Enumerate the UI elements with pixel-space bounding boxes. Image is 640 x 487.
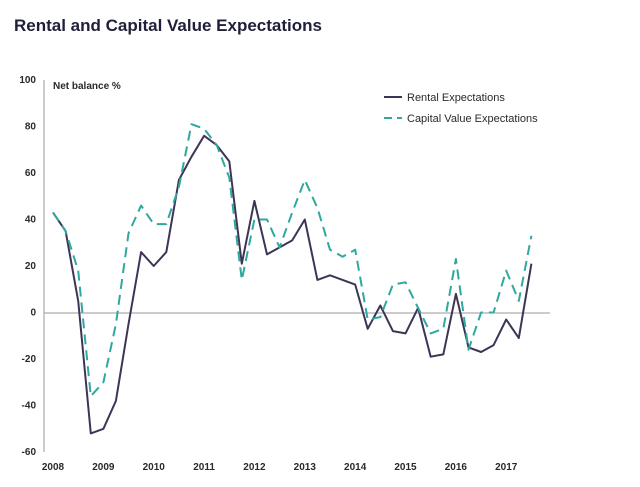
x-tick-label: 2014 [344, 462, 367, 473]
x-tick-label: 2015 [394, 462, 417, 473]
legend-label: Capital Value Expectations [407, 113, 538, 125]
y-tick-label: 20 [25, 261, 37, 272]
x-tick-label: 2012 [243, 462, 266, 473]
legend-label: Rental Expectations [407, 92, 505, 104]
legend: Rental Expectations Capital Value Expecta… [384, 92, 538, 125]
x-tick-label: 2016 [445, 462, 468, 473]
series-lines [52, 123, 533, 435]
series-line-rental-expectations [52, 134, 533, 435]
x-tick-label: 2017 [495, 462, 518, 473]
y-tick-labels: -60 -40 -20 0 20 40 60 80 100 [19, 75, 36, 458]
x-tick-label: 2011 [193, 462, 215, 473]
x-tick-label: 2010 [143, 462, 166, 473]
y-tick-label: 100 [19, 75, 36, 86]
y-tick-label: 80 [25, 122, 37, 133]
series-line-capital-value-expectations [52, 123, 533, 398]
y-axis-label: Net balance % [53, 81, 121, 92]
y-tick-label: -60 [22, 447, 37, 458]
y-tick-label: -40 [22, 401, 37, 412]
x-tick-label: 2009 [92, 462, 115, 473]
y-tick-label: -20 [22, 354, 37, 365]
x-tick-label: 2013 [294, 462, 317, 473]
y-tick-label: 60 [25, 168, 37, 179]
x-tick-label: 2008 [42, 462, 65, 473]
y-tick-label: 40 [25, 215, 37, 226]
y-tick-label: 0 [30, 308, 36, 319]
x-tick-labels: 2008 2009 2010 2011 2012 2013 2014 2015 2016 2017 [42, 462, 518, 473]
chart-title: Rental and Capital Value Expectations [14, 16, 322, 35]
